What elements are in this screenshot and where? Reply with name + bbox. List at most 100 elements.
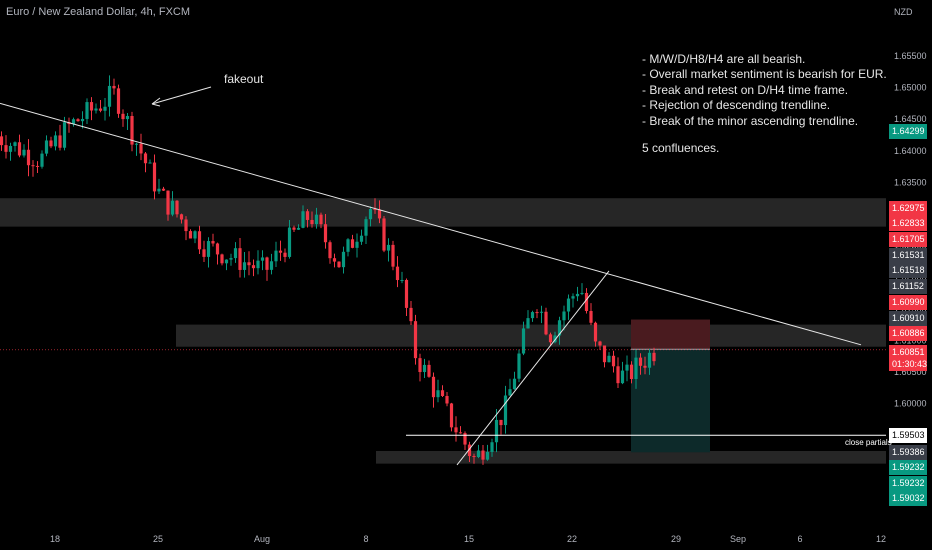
note-line: - Overall market sentiment is bearish fo…	[642, 67, 887, 82]
candle-body	[332, 258, 337, 262]
candle-body	[377, 209, 382, 219]
candle-body	[647, 352, 652, 368]
support-zone	[376, 451, 886, 464]
candle-body	[413, 321, 418, 359]
candle-body	[323, 224, 328, 243]
candle-body	[301, 211, 305, 228]
candle-body	[296, 227, 301, 230]
candle-body	[13, 142, 17, 146]
candle-body	[53, 135, 58, 147]
candle-body	[89, 102, 94, 111]
candles-layer	[0, 75, 656, 465]
confluences-label: 5 confluences.	[642, 141, 720, 156]
candle-body	[305, 211, 310, 220]
candle-body	[211, 241, 215, 244]
candle-body	[215, 243, 220, 255]
candle-body	[170, 200, 175, 215]
price-badge: 1.61152	[889, 279, 927, 294]
price-badge: 1.60886	[889, 326, 927, 341]
candle-body	[116, 88, 121, 114]
candle-body	[71, 119, 76, 125]
candle-body	[35, 165, 40, 167]
candle-body	[184, 219, 188, 232]
candle-body	[503, 395, 508, 426]
candle-body	[359, 235, 364, 242]
fakeout-label: fakeout	[224, 72, 264, 86]
candle-body	[319, 214, 323, 225]
price-badge: 1.59232	[889, 476, 927, 491]
currency-label: NZD	[894, 7, 913, 17]
candle-body	[350, 239, 355, 248]
candle-body	[44, 140, 49, 154]
candle-body	[562, 311, 566, 321]
y-tick-label: 1.60500	[894, 367, 927, 377]
candle-body	[206, 241, 211, 257]
candle-body	[26, 149, 31, 166]
close-partials-label: close partials	[845, 438, 892, 447]
candle-body	[143, 153, 148, 164]
candle-body	[490, 442, 494, 452]
stop-loss-area	[631, 319, 710, 350]
candle-body	[638, 357, 643, 366]
candle-body	[607, 355, 611, 363]
candle-body	[242, 262, 247, 270]
current-price-value: 1.60851	[892, 347, 925, 357]
candle-body	[373, 209, 377, 211]
countdown-value: 01:30:43	[892, 359, 928, 369]
candle-body	[584, 292, 589, 311]
short-position-tool	[631, 319, 710, 453]
candle-body	[395, 266, 400, 281]
candle-body	[512, 378, 517, 390]
candle-body	[535, 312, 539, 314]
candle-body	[80, 118, 85, 122]
candle-body	[256, 260, 260, 269]
symbol-title[interactable]: Euro / New Zealand Dollar, 4h, FXCM	[6, 6, 191, 18]
candle-body	[58, 135, 62, 148]
candle-body	[139, 143, 143, 154]
candle-body	[422, 364, 427, 373]
candle-body	[157, 188, 161, 192]
candle-body	[202, 249, 206, 257]
retest-zone	[176, 324, 886, 347]
candle-body	[328, 242, 332, 259]
candle-body	[76, 119, 80, 122]
candle-body	[269, 261, 274, 270]
x-tick-label: 12	[876, 534, 886, 544]
candle-body	[643, 365, 647, 368]
candle-body	[526, 318, 530, 329]
note-line: - Break of the minor ascending trendline…	[642, 113, 859, 128]
candle-body	[463, 433, 467, 445]
candle-body	[274, 250, 278, 262]
price-badge: 1.64299	[889, 124, 927, 139]
y-tick-label: 1.65500	[894, 51, 927, 61]
note-line: - M/W/D/H8/H4 are all bearish.	[642, 52, 806, 66]
candle-body	[31, 165, 35, 167]
candle-body	[121, 113, 125, 120]
candle-body	[566, 298, 571, 312]
candle-body	[193, 231, 197, 239]
candle-body	[589, 310, 593, 323]
candle-body	[125, 116, 130, 120]
candle-body	[0, 136, 4, 146]
candle-body	[620, 370, 625, 384]
candle-body	[602, 345, 607, 363]
candle-body	[580, 292, 584, 294]
candle-body	[265, 257, 269, 270]
candle-body	[467, 444, 472, 457]
candle-body	[391, 244, 395, 267]
price-badge: 1.61705	[889, 232, 927, 247]
candle-body	[616, 366, 620, 384]
candle-body	[575, 293, 580, 297]
candle-body	[458, 432, 463, 434]
candle-body	[611, 355, 616, 367]
fakeout-arrow	[151, 86, 212, 105]
candle-body	[499, 419, 503, 426]
price-badge: 1.59032	[889, 491, 927, 506]
candle-body	[251, 265, 256, 269]
candle-body	[346, 239, 350, 252]
x-tick-label: Sep	[730, 534, 746, 544]
x-tick-label: 29	[671, 534, 681, 544]
candle-body	[233, 248, 238, 259]
candle-body	[539, 311, 544, 313]
